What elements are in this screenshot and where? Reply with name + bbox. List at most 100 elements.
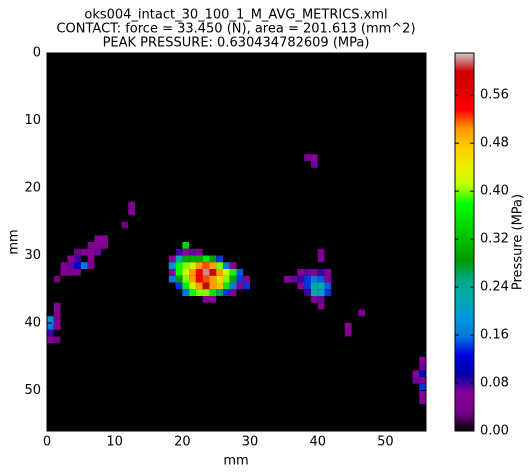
heat-cell: [74, 262, 81, 269]
heat-cell: [80, 262, 88, 269]
heat-cell: [229, 275, 237, 283]
heat-cell: [419, 377, 426, 384]
heat-cell: [182, 282, 190, 290]
y-axis-label: mm: [7, 229, 22, 254]
heat-cell: [310, 275, 318, 283]
heat-cell: [175, 248, 183, 256]
heat-cell: [310, 154, 318, 161]
heat-cell: [324, 282, 332, 290]
heat-cell: [304, 275, 311, 283]
colorbar-tick-label: 0.32: [480, 232, 509, 247]
heat-cell: [128, 208, 135, 215]
heat-cell: [175, 262, 183, 269]
heat-cell: [67, 255, 75, 263]
heat-cell: [304, 289, 311, 296]
x-tick-label: 20: [174, 435, 191, 450]
heat-cell: [168, 275, 176, 283]
heat-cell: [202, 282, 210, 290]
heat-cell: [195, 269, 203, 276]
heat-cell: [358, 309, 366, 317]
heat-cell: [310, 269, 318, 276]
heat-cell: [229, 289, 237, 296]
y-tick-label: 50: [24, 383, 41, 398]
heat-cell: [182, 255, 190, 263]
heat-cell: [283, 275, 291, 283]
heat-cell: [222, 289, 230, 296]
heat-cell: [182, 248, 190, 256]
heat-cell: [304, 154, 311, 161]
x-tick-label: 40: [309, 435, 326, 450]
heat-cell: [222, 269, 230, 276]
heat-cell: [175, 269, 183, 276]
heat-cell: [290, 275, 298, 283]
colorbar-label: Pressure (MPa): [511, 194, 526, 290]
heat-cell: [182, 269, 190, 276]
heat-cell: [53, 336, 61, 344]
colorbar-tick-label: 0.40: [480, 184, 509, 199]
heat-cell: [209, 282, 217, 290]
heat-cell: [222, 275, 230, 283]
heat-cell: [243, 282, 251, 290]
heat-cell: [317, 289, 325, 296]
y-tick-label: 20: [24, 181, 41, 196]
heat-cell: [53, 302, 61, 310]
heat-cell: [94, 248, 102, 256]
heat-cell: [175, 255, 183, 263]
heat-cell: [121, 221, 129, 229]
heat-cell: [317, 282, 325, 290]
heat-cell: [47, 323, 54, 330]
heat-cell: [94, 242, 102, 249]
heat-cell: [189, 255, 196, 263]
heat-cell: [47, 316, 54, 323]
heat-cell: [175, 275, 183, 283]
heat-cell: [216, 282, 223, 290]
heat-cell: [324, 275, 332, 283]
heat-cell: [222, 282, 230, 290]
heat-cell: [412, 377, 420, 384]
y-tick-label: 40: [24, 316, 41, 331]
y-tick-label: 30: [24, 248, 41, 263]
heat-cell: [189, 248, 196, 256]
heat-cell: [195, 255, 203, 263]
heat-cell: [189, 269, 196, 276]
heat-cell: [304, 269, 311, 276]
heat-cell: [297, 269, 305, 276]
heat-cell: [53, 323, 61, 330]
heat-cell: [317, 302, 325, 310]
heat-cell: [412, 370, 420, 377]
heat-cell: [419, 370, 426, 377]
heat-cell: [202, 289, 210, 296]
heat-cell: [209, 296, 217, 303]
heat-cell: [202, 255, 210, 263]
heat-cell: [53, 275, 61, 283]
heat-cell: [175, 282, 183, 290]
heat-cell: [168, 269, 176, 276]
heat-cell: [419, 390, 426, 398]
title-line: PEAK PRESSURE: 0.630434782609 (MPa): [103, 36, 370, 51]
heat-cell: [317, 275, 325, 283]
title-line: oks004_intact_30_100_1_M_AVG_METRICS.xml: [84, 8, 387, 23]
colorbar-tick-label: 0.24: [480, 280, 509, 295]
heat-cell: [209, 269, 217, 276]
heat-cell: [310, 282, 318, 290]
heat-cell: [53, 316, 61, 323]
colorbar-tick-label: 0.16: [480, 328, 509, 343]
x-tick-label: 50: [377, 435, 394, 450]
heat-cell: [236, 282, 244, 290]
heat-cell: [317, 296, 325, 303]
heat-cell: [60, 269, 68, 276]
heat-cell: [310, 161, 318, 168]
x-tick-label: 30: [242, 435, 259, 450]
heat-cell: [168, 255, 176, 263]
colorbar-tick-label: 0.56: [480, 88, 509, 103]
heat-cell: [216, 269, 223, 276]
heat-cell: [229, 282, 237, 290]
plot-background: [47, 53, 426, 431]
heat-cell: [67, 269, 75, 276]
heat-cell: [202, 262, 210, 269]
heat-cell: [67, 262, 75, 269]
heat-cell: [168, 262, 176, 269]
heat-cell: [74, 248, 81, 256]
heat-cell: [195, 248, 203, 256]
